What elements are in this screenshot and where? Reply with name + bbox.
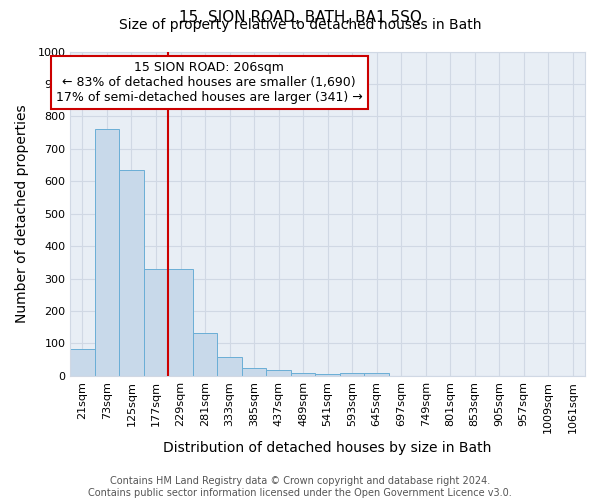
Bar — [193, 333, 217, 376]
Text: 15 SION ROAD: 206sqm
← 83% of detached houses are smaller (1,690)
17% of semi-de: 15 SION ROAD: 206sqm ← 83% of detached h… — [56, 61, 362, 104]
Bar — [168, 269, 193, 376]
Bar — [364, 372, 389, 376]
Y-axis label: Number of detached properties: Number of detached properties — [15, 104, 29, 323]
Bar — [95, 130, 119, 376]
Bar — [242, 368, 266, 376]
Bar — [340, 372, 364, 376]
Bar — [70, 349, 95, 376]
Bar — [291, 372, 316, 376]
Bar — [316, 374, 340, 376]
Bar — [144, 269, 168, 376]
Text: 15, SION ROAD, BATH, BA1 5SQ: 15, SION ROAD, BATH, BA1 5SQ — [179, 10, 421, 25]
Text: Contains HM Land Registry data © Crown copyright and database right 2024.
Contai: Contains HM Land Registry data © Crown c… — [88, 476, 512, 498]
X-axis label: Distribution of detached houses by size in Bath: Distribution of detached houses by size … — [163, 441, 492, 455]
Bar — [217, 358, 242, 376]
Bar — [119, 170, 144, 376]
Bar — [266, 370, 291, 376]
Text: Size of property relative to detached houses in Bath: Size of property relative to detached ho… — [119, 18, 481, 32]
